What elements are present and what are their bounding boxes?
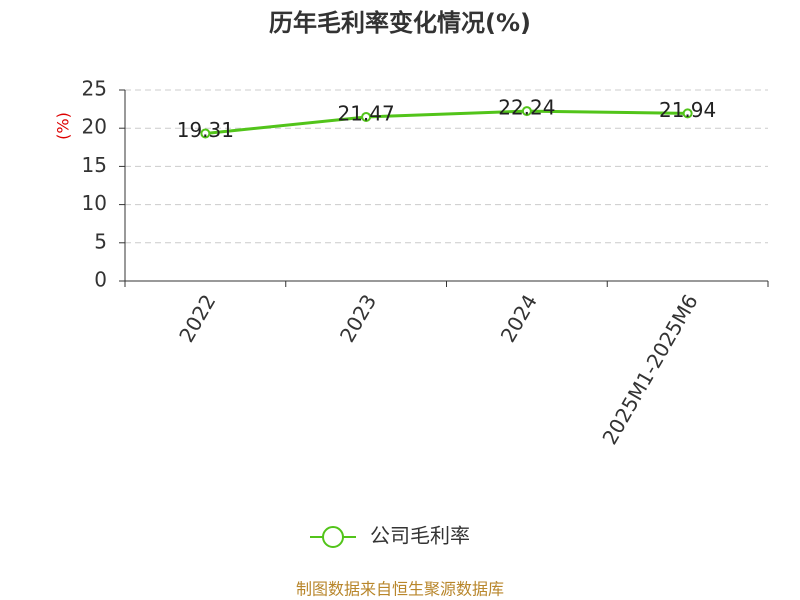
- data-label: 21.94: [659, 98, 716, 122]
- y-axis-label: (%): [54, 112, 73, 140]
- y-tick-label: 5: [94, 229, 107, 253]
- point: [200, 128, 211, 139]
- source-note: 制图数据来自恒生聚源数据库: [296, 580, 504, 599]
- data-label: 19.31: [177, 118, 234, 142]
- x-tick-label: 2022: [174, 290, 220, 346]
- x-tick-label: 2025M1-2025M6: [597, 290, 702, 448]
- legend-marker: [322, 526, 344, 548]
- legend-label: 公司毛利率: [370, 524, 470, 548]
- y-tick-label: 0: [94, 268, 107, 292]
- data-label: 22.24: [498, 96, 555, 120]
- x-tick-label: 2024: [496, 290, 542, 346]
- chart-title: 历年毛利率变化情况(%): [269, 9, 531, 37]
- point: [521, 106, 532, 117]
- series-line: [205, 109, 688, 135]
- y-tick-label: 10: [82, 191, 107, 215]
- y-tick-label: 20: [82, 115, 107, 139]
- data-label: 21.47: [337, 101, 394, 125]
- y-tick-label: 25: [82, 77, 107, 101]
- x-tick-label: 2023: [335, 290, 381, 346]
- point: [361, 111, 372, 122]
- y-tick-label: 15: [82, 153, 107, 177]
- point: [682, 108, 693, 119]
